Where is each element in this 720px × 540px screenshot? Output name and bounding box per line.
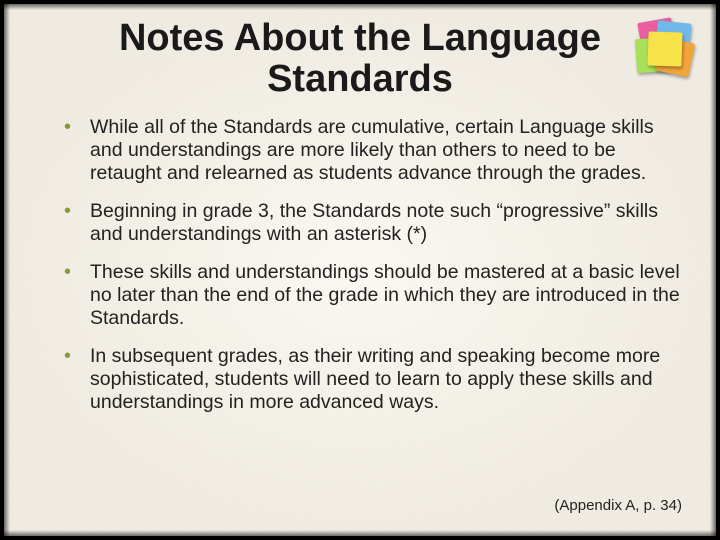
bullet-text: While all of the Standards are cumulativ… [90, 116, 654, 184]
content-area: While all of the Standards are cumulativ… [64, 116, 682, 528]
slide: Notes About the Language Standards While… [4, 4, 716, 536]
bullet-text: Beginning in grade 3, the Standards note… [90, 200, 658, 245]
bullet-list: While all of the Standards are cumulativ… [64, 116, 682, 414]
appendix-reference: (Appendix A, p. 34) [554, 497, 682, 514]
list-item: These skills and understandings should b… [64, 261, 682, 330]
slide-title: Notes About the Language Standards [4, 18, 716, 100]
sticky-notes-icon [634, 18, 694, 78]
bullet-text: These skills and understandings should b… [90, 261, 680, 329]
sticky-note-yellow [647, 31, 682, 66]
list-item: While all of the Standards are cumulativ… [64, 116, 682, 185]
bullet-text: In subsequent grades, as their writing a… [90, 345, 660, 413]
title-line-2: Standards [267, 58, 453, 100]
list-item: Beginning in grade 3, the Standards note… [64, 200, 682, 246]
title-line-1: Notes About the Language [119, 17, 601, 59]
list-item: In subsequent grades, as their writing a… [64, 345, 682, 414]
